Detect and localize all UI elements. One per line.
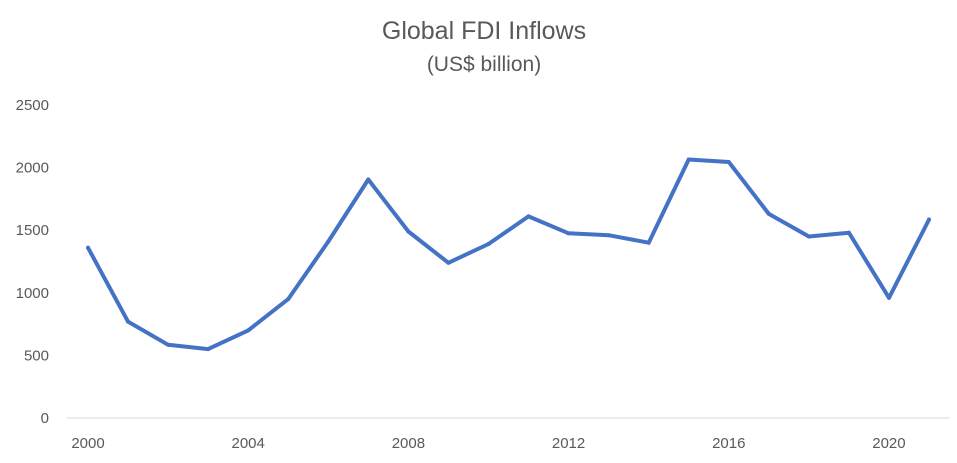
y-tick-label: 0 <box>41 410 49 427</box>
data-point <box>686 157 691 162</box>
data-point <box>166 342 171 347</box>
data-point <box>646 240 651 245</box>
data-point <box>886 295 891 300</box>
data-point <box>86 245 90 250</box>
y-tick-label: 1500 <box>16 222 49 239</box>
data-point <box>846 230 851 235</box>
series-line <box>86 157 931 352</box>
y-tick-label: 1000 <box>16 285 49 302</box>
x-tick-label: 2004 <box>232 435 265 452</box>
data-point <box>446 260 451 265</box>
y-tick-label: 2500 <box>16 97 49 114</box>
chart-title: Global FDI Inflows <box>382 17 586 45</box>
x-axis-ticks: 2000 2004 2008 2012 2016 2020 <box>71 435 905 452</box>
x-tick-label: 2012 <box>552 435 585 452</box>
data-point <box>406 229 411 234</box>
data-point <box>206 347 211 352</box>
chart-subtitle: (US$ billion) <box>427 53 541 76</box>
data-point <box>726 159 731 164</box>
data-point <box>806 234 811 239</box>
x-tick-label: 2016 <box>712 435 745 452</box>
data-point <box>286 297 291 302</box>
data-point <box>606 233 611 238</box>
y-axis-ticks: 0 500 1000 1500 2000 2500 <box>16 97 49 427</box>
data-point <box>246 328 251 333</box>
data-point <box>486 241 491 246</box>
y-tick-label: 2000 <box>16 160 49 177</box>
data-point <box>566 231 571 236</box>
data-point <box>366 177 371 182</box>
series-group <box>86 157 931 352</box>
data-point <box>766 211 771 216</box>
x-tick-label: 2020 <box>872 435 905 452</box>
data-point <box>126 319 131 324</box>
data-point <box>927 217 931 222</box>
x-tick-label: 2000 <box>71 435 104 452</box>
x-tick-label: 2008 <box>392 435 425 452</box>
y-tick-label: 500 <box>24 347 49 364</box>
data-point <box>326 239 331 244</box>
data-point <box>526 214 531 219</box>
